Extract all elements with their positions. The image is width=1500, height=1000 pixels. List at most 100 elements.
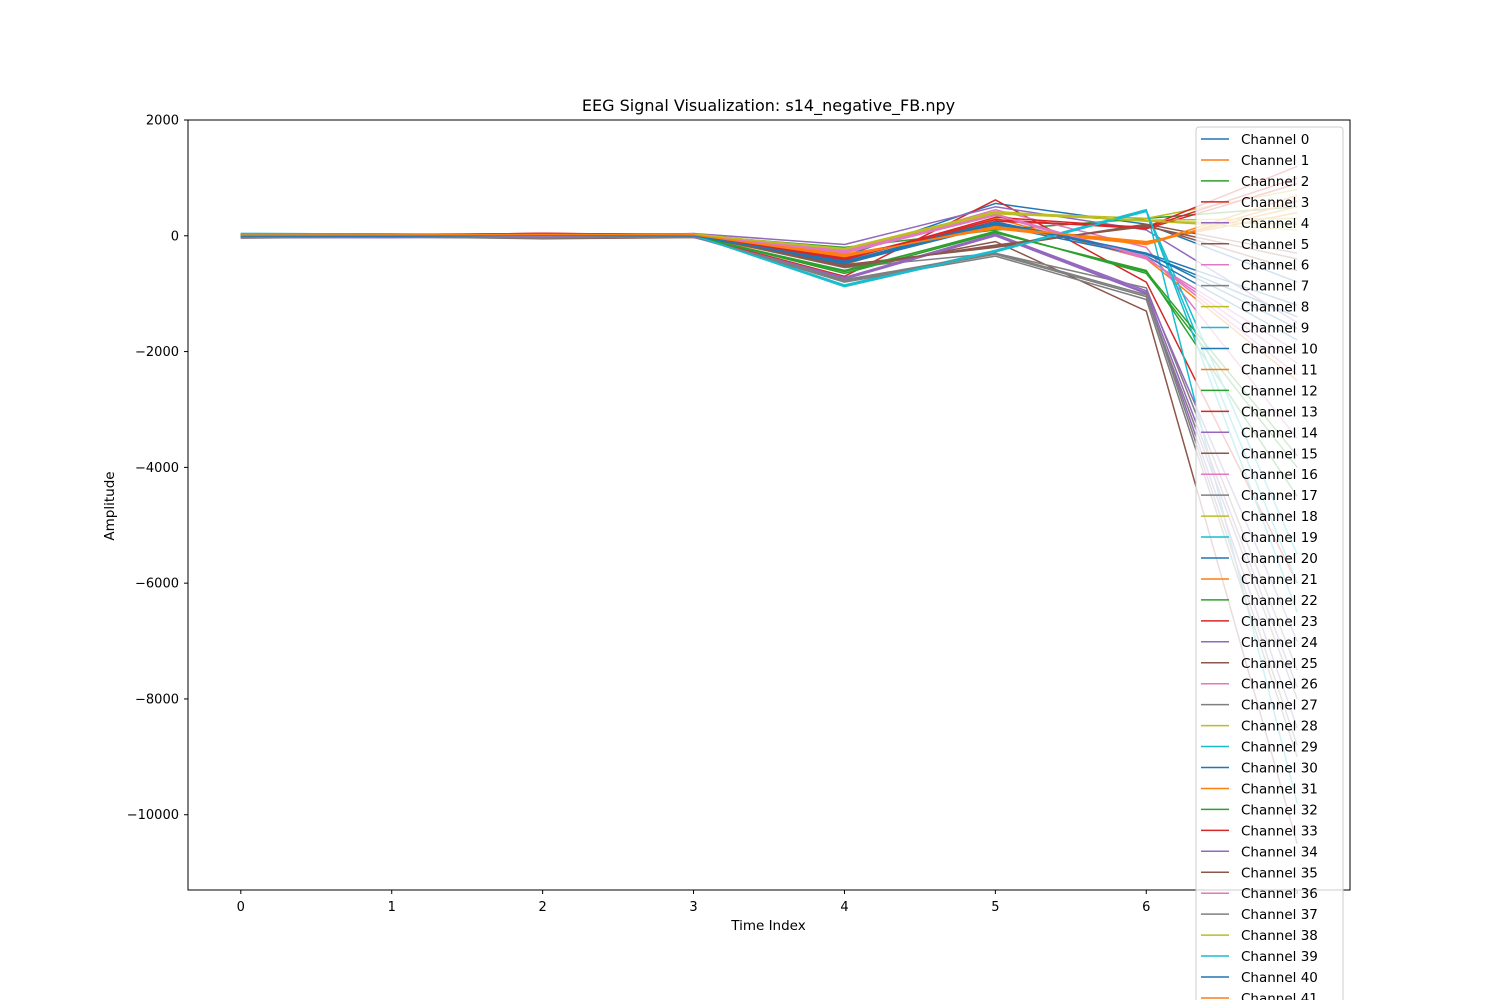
y-tick-label: 0	[171, 229, 179, 244]
legend-item: Channel 1	[1201, 153, 1309, 169]
series-line-channel-37	[240, 235, 1298, 746]
legend-item: Channel 20	[1201, 551, 1318, 567]
legend-item: Channel 13	[1201, 404, 1318, 420]
legend-label: Channel 1	[1241, 153, 1309, 169]
legend-item: Channel 39	[1201, 949, 1318, 965]
y-axis-label: Amplitude	[102, 471, 118, 540]
series-line-channel-12	[240, 232, 1298, 497]
y-tick-label: 2000	[146, 114, 179, 129]
legend-label: Channel 14	[1241, 425, 1318, 441]
legend-item: Channel 26	[1201, 677, 1318, 693]
legend-item: Channel 29	[1201, 740, 1318, 756]
legend-label: Channel 33	[1241, 823, 1318, 839]
x-tick-label: 6	[1142, 900, 1150, 915]
series-line-channel-14	[240, 235, 1298, 729]
legend-label: Channel 10	[1241, 342, 1318, 358]
legend-item: Channel 31	[1201, 781, 1318, 797]
legend-item: Channel 33	[1201, 823, 1318, 839]
legend-item: Channel 11	[1201, 362, 1318, 378]
legend-item: Channel 30	[1201, 761, 1318, 777]
series-line-channel-9	[240, 208, 1298, 804]
series-line-channel-34	[240, 234, 1298, 688]
legend-item: Channel 6	[1201, 258, 1309, 274]
legend-item: Channel 23	[1201, 614, 1318, 630]
series-line-channel-39	[240, 210, 1298, 584]
legend-label: Channel 27	[1241, 698, 1318, 714]
legend-label: Channel 22	[1241, 593, 1318, 609]
legend-item: Channel 16	[1201, 467, 1318, 483]
legend-label: Channel 30	[1241, 761, 1318, 777]
legend-item: Channel 12	[1201, 383, 1318, 399]
legend-item: Channel 19	[1201, 530, 1318, 546]
x-axis-ticks: 0 1 2 3 4 5 6	[237, 890, 1298, 915]
legend-item: Channel 5	[1201, 237, 1309, 253]
legend-item: Channel 40	[1201, 970, 1318, 986]
legend-item: Channel 35	[1201, 865, 1318, 881]
legend-item: Channel 27	[1201, 698, 1318, 714]
x-tick-label: 3	[689, 900, 697, 915]
legend-label: Channel 11	[1241, 362, 1318, 378]
legend-label: Channel 35	[1241, 865, 1318, 881]
legend-label: Channel 38	[1241, 928, 1318, 944]
legend-label: Channel 36	[1241, 886, 1318, 902]
legend-item: Channel 3	[1201, 195, 1309, 211]
legend-label: Channel 13	[1241, 404, 1318, 420]
x-tick-label: 1	[388, 900, 396, 915]
legend-item: Channel 28	[1201, 719, 1318, 735]
legend-label: Channel 2	[1241, 174, 1309, 190]
plot-lines	[240, 165, 1298, 844]
legend-item: Channel 41	[1201, 991, 1318, 1000]
series-line-channel-32	[240, 231, 1298, 457]
legend-item: Channel 15	[1201, 446, 1318, 462]
series-line-channel-4	[240, 206, 1298, 324]
series-line-channel-22	[240, 230, 1298, 468]
y-axis-ticks: 2000 0 −2000 −4000 −6000 −8000 −10000	[127, 114, 188, 823]
legend-label: Channel 41	[1241, 991, 1318, 1000]
legend-label: Channel 0	[1241, 132, 1309, 148]
legend-label: Channel 20	[1241, 551, 1318, 567]
legend-item: Channel 21	[1201, 572, 1318, 588]
y-tick-label: −6000	[135, 577, 179, 592]
legend-label: Channel 3	[1241, 195, 1309, 211]
series-line-channel-17	[240, 235, 1298, 758]
legend-item: Channel 8	[1201, 300, 1309, 316]
legend-label: Channel 37	[1241, 907, 1318, 923]
legend-label: Channel 4	[1241, 216, 1309, 232]
legend-label: Channel 40	[1241, 970, 1318, 986]
legend-box	[1195, 126, 1344, 1000]
x-tick-label: 0	[237, 900, 245, 915]
legend-item: Channel 2	[1201, 174, 1309, 190]
legend-label: Channel 29	[1241, 740, 1318, 756]
legend-label: Channel 6	[1241, 258, 1309, 274]
legend-item: Channel 36	[1201, 886, 1318, 902]
legend-item: Channel 34	[1201, 844, 1318, 860]
legend-label: Channel 17	[1241, 488, 1318, 504]
legend-item: Channel 17	[1201, 488, 1318, 504]
legend-label: Channel 15	[1241, 446, 1318, 462]
x-tick-label: 4	[840, 900, 848, 915]
legend-item: Channel 18	[1201, 509, 1318, 525]
legend-item: Channel 0	[1201, 132, 1309, 148]
legend-label: Channel 12	[1241, 383, 1318, 399]
legend-label: Channel 28	[1241, 719, 1318, 735]
legend-item: Channel 22	[1201, 593, 1318, 609]
legend-item: Channel 25	[1201, 656, 1318, 672]
legend-item: Channel 38	[1201, 928, 1318, 944]
legend-label: Channel 18	[1241, 509, 1318, 525]
legend-label: Channel 9	[1241, 321, 1309, 337]
series-line-channel-19	[240, 210, 1298, 555]
y-tick-label: −10000	[127, 808, 179, 823]
series-line-channel-7	[240, 233, 1298, 671]
legend-item: Channel 9	[1201, 321, 1309, 337]
legend-item: Channel 32	[1201, 802, 1318, 818]
legend-label: Channel 25	[1241, 656, 1318, 672]
legend-label: Channel 19	[1241, 530, 1318, 546]
legend-item: Channel 10	[1201, 342, 1318, 358]
legend-label: Channel 5	[1241, 237, 1309, 253]
legend-label: Channel 32	[1241, 802, 1318, 818]
y-tick-label: −2000	[135, 345, 179, 360]
legend-label: Channel 16	[1241, 467, 1318, 483]
x-tick-label: 2	[538, 900, 546, 915]
legend-item: Channel 14	[1201, 425, 1318, 441]
